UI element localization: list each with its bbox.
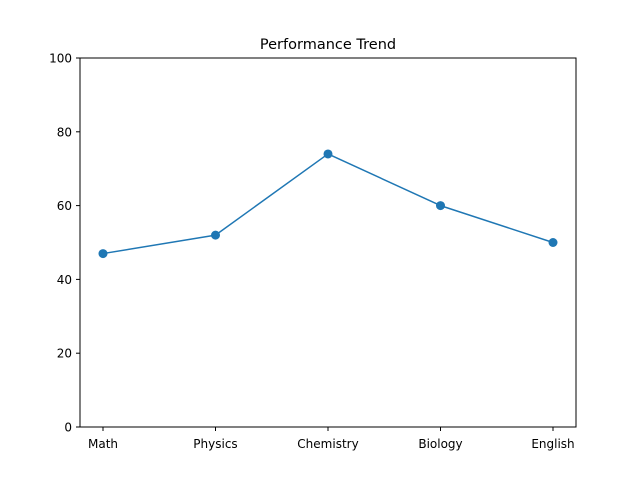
series-layer <box>98 149 558 259</box>
y-tick-label: 100 <box>49 52 72 66</box>
y-tick-label: 80 <box>57 125 72 139</box>
y-tick-label: 20 <box>57 347 72 361</box>
x-tick-label: Math <box>88 437 118 451</box>
data-point-chemistry <box>323 149 333 159</box>
x-tick-label: English <box>531 437 574 451</box>
data-point-biology <box>436 201 445 211</box>
plot-frame <box>79 57 577 428</box>
data-point-physics <box>211 230 220 240</box>
y-axis: 0 20 40 60 80 100 <box>49 52 80 435</box>
x-tick-label: Biology <box>418 437 462 451</box>
x-tick-label: Chemistry <box>297 437 358 451</box>
y-tick-label: 0 <box>64 421 72 435</box>
data-point-english <box>548 238 558 247</box>
y-tick-label: 40 <box>57 273 72 287</box>
chart-title: Performance Trend <box>260 37 396 53</box>
series-line <box>102 153 554 255</box>
y-tick-label: 60 <box>57 199 72 213</box>
x-tick-label: Physics <box>193 437 237 451</box>
x-axis: Math Physics Chemistry Biology English <box>88 427 575 451</box>
data-point-math <box>98 249 108 259</box>
